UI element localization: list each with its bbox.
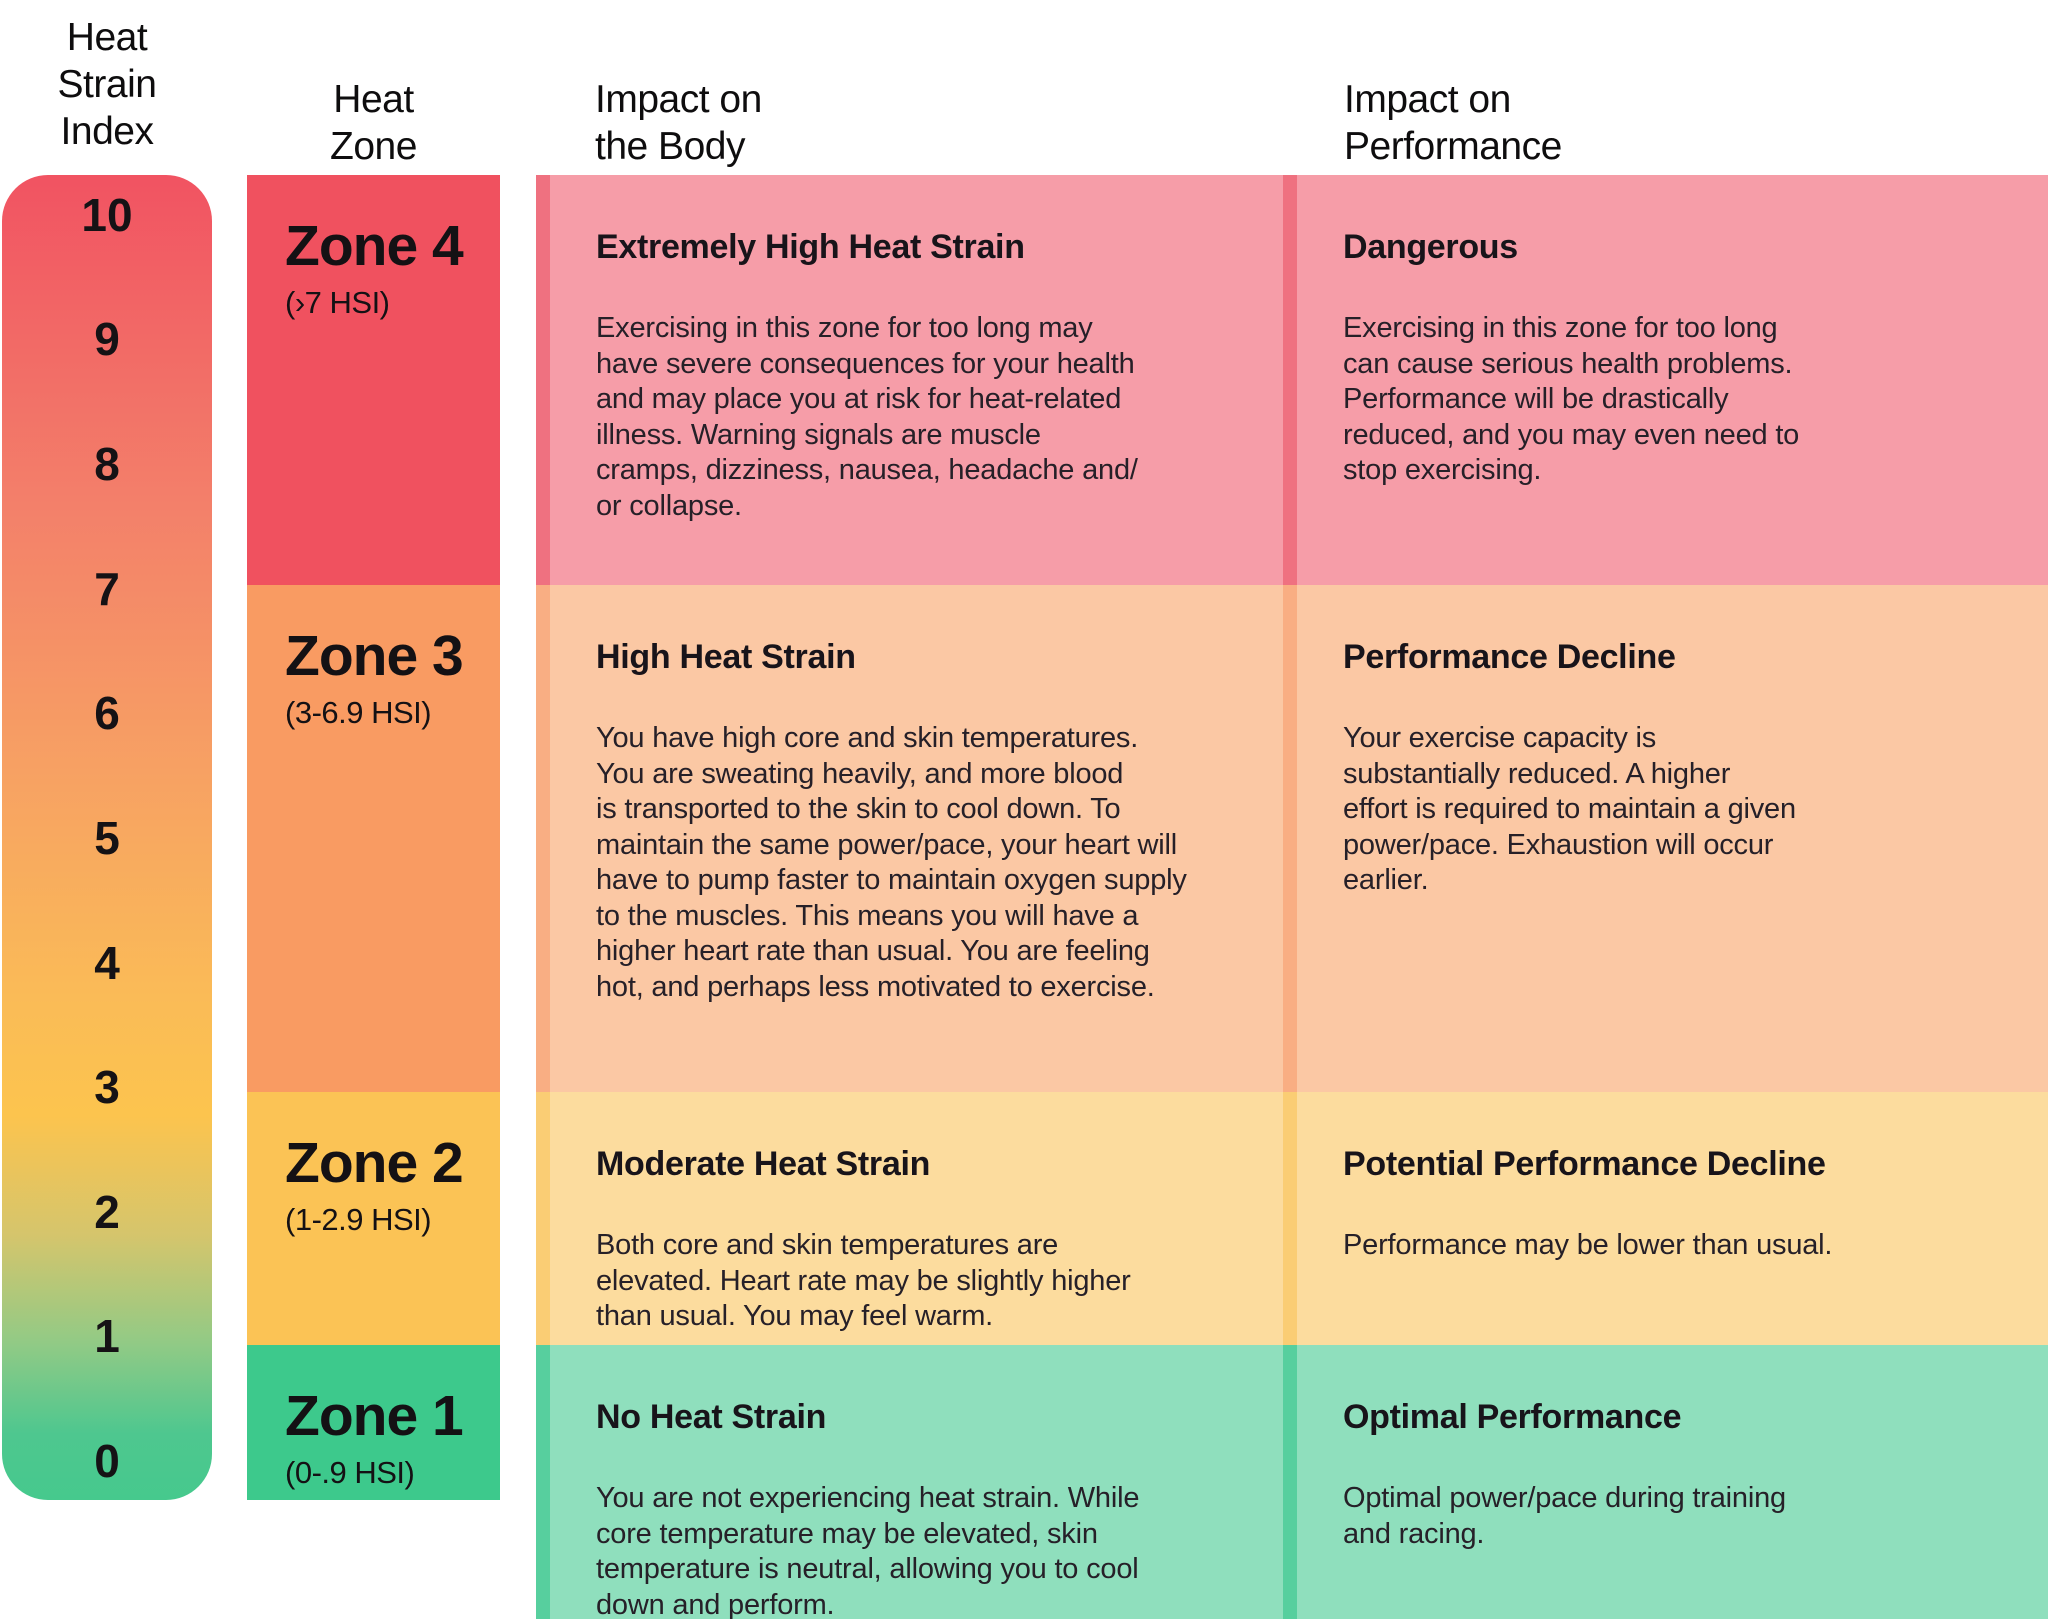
scale-tick-5: 5 bbox=[94, 812, 120, 864]
zone-4-row: Zone 4 (›7 HSI) Extremely High Heat Stra… bbox=[0, 175, 2048, 585]
zone-2-block: Zone 2 (1-2.9 HSI) bbox=[247, 1092, 500, 1345]
zone-3-body-panel: High Heat Strain You have high core and … bbox=[536, 585, 1283, 1092]
zone-1-body-text: You are not experiencing heat strain. Wh… bbox=[596, 1482, 1140, 1619]
zone-4-name: Zone 4 bbox=[285, 214, 464, 278]
impact-on-performance-column-title: Impact on Performance bbox=[1344, 78, 1562, 168]
scale-tick-2: 2 bbox=[94, 1186, 120, 1238]
scale-tick-1: 1 bbox=[94, 1310, 120, 1362]
zone-3-body-heading: High Heat Strain bbox=[596, 638, 856, 676]
scale-tick-6: 6 bbox=[94, 687, 120, 739]
scale-tick-9: 9 bbox=[94, 313, 120, 365]
zone-4-performance-heading: Dangerous bbox=[1343, 228, 1518, 266]
zone-2-performance-panel: Potential Performance Decline Performanc… bbox=[1283, 1092, 2048, 1345]
zone-3-performance-panel: Performance Decline Your exercise capaci… bbox=[1283, 585, 2048, 1092]
zone-3-block: Zone 3 (3-6.9 HSI) bbox=[247, 585, 500, 1092]
zone-1-performance-panel: Optimal Performance Optimal power/pace d… bbox=[1283, 1345, 2048, 1619]
scale-tick-3: 3 bbox=[94, 1061, 120, 1113]
zone-3-body-text: You have high core and skin temperatures… bbox=[596, 722, 1187, 1003]
zone-1-body-heading: No Heat Strain bbox=[596, 1398, 827, 1436]
zone-4-body-heading: Extremely High Heat Strain bbox=[596, 228, 1025, 266]
scale-tick-8: 8 bbox=[94, 438, 120, 490]
heat-strain-index-scale-bar: 10 9 8 7 6 5 4 3 2 1 0 bbox=[2, 175, 212, 1500]
zone-4-body-panel: Extremely High Heat Strain Exercising in… bbox=[536, 175, 1283, 585]
scale-tick-4: 4 bbox=[94, 937, 120, 989]
zone-3-performance-heading: Performance Decline bbox=[1343, 638, 1676, 676]
zone-2-body-heading: Moderate Heat Strain bbox=[596, 1145, 931, 1183]
impact-on-body-column-title: Impact on the Body bbox=[595, 78, 762, 168]
zone-2-body-panel: Moderate Heat Strain Both core and skin … bbox=[536, 1092, 1283, 1345]
scale-tick-10: 10 bbox=[81, 189, 133, 241]
zone-1-body-panel: No Heat Strain You are not experiencing … bbox=[536, 1345, 1283, 1619]
zone-3-row: Zone 3 (3-6.9 HSI) High Heat Strain You … bbox=[0, 585, 2048, 1092]
zone-1-performance-text: Optimal power/pace during training and r… bbox=[1343, 1482, 1786, 1550]
zone-4-body-text: Exercising in this zone for too long may… bbox=[596, 312, 1138, 522]
zone-2-range: (1-2.9 HSI) bbox=[285, 1202, 432, 1237]
zone-4-range: (›7 HSI) bbox=[285, 285, 390, 320]
scale-tick-7: 7 bbox=[94, 563, 120, 615]
heat-zone-column-title: Heat Zone bbox=[330, 78, 417, 168]
zone-4-block: Zone 4 (›7 HSI) bbox=[247, 175, 500, 585]
zone-1-range: (0-.9 HSI) bbox=[285, 1455, 415, 1490]
zone-4-performance-panel: Dangerous Exercising in this zone for to… bbox=[1283, 175, 2048, 585]
zone-2-row: Zone 2 (1-2.9 HSI) Moderate Heat Strain … bbox=[0, 1092, 2048, 1345]
zone-3-performance-text: Your exercise capacity is substantially … bbox=[1343, 722, 1796, 896]
zone-2-body-text: Both core and skin temperatures are elev… bbox=[596, 1229, 1131, 1332]
zone-2-name: Zone 2 bbox=[285, 1131, 464, 1195]
zone-1-name: Zone 1 bbox=[285, 1384, 464, 1448]
zone-1-performance-heading: Optimal Performance bbox=[1343, 1398, 1682, 1436]
heat-strain-index-column-title: Heat Strain Index bbox=[57, 16, 157, 153]
zone-1-block: Zone 1 (0-.9 HSI) bbox=[247, 1345, 500, 1500]
zone-2-performance-heading: Potential Performance Decline bbox=[1343, 1145, 1826, 1183]
zone-4-performance-text: Exercising in this zone for too long can… bbox=[1343, 312, 1800, 486]
zone-1-row: Zone 1 (0-.9 HSI) No Heat Strain You are… bbox=[0, 1345, 2048, 1619]
zone-2-performance-text: Performance may be lower than usual. bbox=[1343, 1229, 1833, 1261]
scale-tick-0: 0 bbox=[94, 1435, 120, 1487]
zone-3-range: (3-6.9 HSI) bbox=[285, 695, 432, 730]
zone-3-name: Zone 3 bbox=[285, 624, 464, 688]
